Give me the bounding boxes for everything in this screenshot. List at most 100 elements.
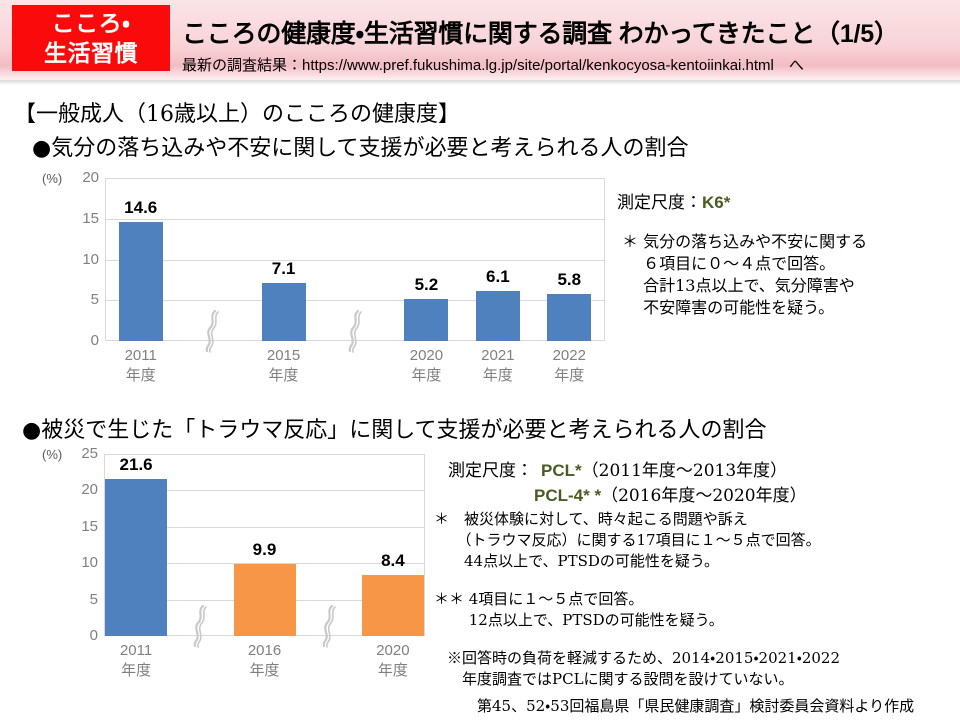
bar-value-2011: 14.6 (124, 198, 158, 217)
chart-k6: (%) 0 5 10 15 20 14.6 7.1 5.2 6.1 5.8 2011 年度 2015… (0, 160, 620, 384)
y-axis-tick-0: 0 (89, 627, 98, 644)
x-tick-suffix: 年度 (249, 662, 280, 679)
chart1-note-line-1: ＊ 気分の落ち込みや不安に関する (622, 232, 868, 251)
x-axis-tick-2011: 2011 年度 (101, 346, 181, 386)
x-axis-tick-2015: 2015 年度 (244, 346, 324, 386)
chart2-note2-line-1: ＊＊ 4項目に１〜５点で回答。 (434, 590, 644, 608)
chart2-footnote-line-2: 年度調査ではPCLに関する設問を設けていない。 (447, 670, 794, 688)
bar-value-2020: 8.4 (381, 550, 405, 570)
source-credit: 第45、52・53回福島県「県民健康調査」検討委員会資料より作成 (477, 697, 915, 715)
bar-value-2011: 21.6 (119, 454, 153, 474)
x-tick-suffix: 年度 (482, 367, 513, 384)
chart2-scale-name-1: PCL* (541, 461, 582, 480)
x-axis-tick-2016: 2016 年度 (225, 641, 305, 681)
y-axis-tick-15: 15 (82, 209, 99, 227)
chart2-heading: ●被災で生じた「トラウマ反応」に関して支援が必要と考えられる人の割合 (22, 418, 767, 443)
y-axis-tick-10: 10 (81, 554, 98, 572)
gridline (104, 527, 425, 528)
chart1-unit-label: (%) (42, 171, 63, 186)
category-badge: こころ・ 生活習慣 (12, 5, 170, 71)
gridline (105, 219, 605, 220)
header-divider (0, 80, 960, 85)
bar-value-2020: 5.2 (414, 274, 439, 294)
chart2-asterisk-note: ※回答時の負荷を軽減するため、2014・2015・2021・2022 年度調査で… (447, 648, 840, 690)
bar-2016 (233, 563, 296, 636)
chart2-scale-years-1: （2011年度〜2013年度） (581, 461, 788, 481)
axis-break-mark-2 (321, 604, 337, 648)
slide-header: こころ・ 生活習慣 こころの健康度・生活習慣に関する調査 わかってきたこと（1/… (0, 0, 960, 84)
gridline (105, 260, 605, 261)
chart1-footnote: ＊ 気分の落ち込みや不安に関する ６項目に０〜４点で回答。 合計13点以上で、気… (622, 231, 867, 319)
x-axis-tick-2020: 2020 年度 (386, 346, 466, 386)
category-badge-line1: こころ・ (51, 10, 131, 36)
bar-2020 (404, 298, 449, 341)
bar-2020 (361, 574, 424, 636)
chart2-note1-line-1: ＊ 被災体験に対して、時々起こる問題や訴え (434, 510, 748, 528)
x-tick-year: 2022 (552, 347, 586, 364)
x-tick-suffix: 年度 (121, 662, 152, 679)
chart1-note-line-3: 合計13点以上で、気分障害や (622, 276, 855, 295)
y-axis-tick-0: 0 (90, 332, 99, 349)
chart2-footnote-1: ＊ 被災体験に対して、時々起こる問題や訴え （トラウマ反応）に関する17項目に１… (434, 509, 821, 572)
x-tick-year: 2020 (409, 347, 444, 364)
bar-2011 (105, 478, 168, 636)
x-tick-year: 2020 (376, 642, 410, 659)
axis-break-mark-1 (192, 604, 208, 648)
chart1-note-line-2: ６項目に０〜４点で回答。 (622, 254, 836, 273)
chart2-unit-label: (%) (42, 447, 63, 462)
y-axis-tick-10: 10 (82, 250, 99, 268)
y-axis-tick-25: 25 (81, 445, 98, 462)
chart2-footnote-line-1: ※回答時の負荷を軽減するため、2014・2015・2021・2022 (447, 649, 840, 667)
gridline (105, 300, 605, 301)
x-tick-suffix: 年度 (411, 367, 442, 384)
category-badge-line2: 生活習慣 (44, 40, 138, 66)
x-tick-year: 2011 (124, 347, 157, 364)
x-tick-year: 2011 (119, 642, 153, 659)
chart2-note1-line-2: （トラウマ反応）に関する17項目に１〜５点で回答。 (434, 531, 821, 549)
x-tick-suffix: 年度 (377, 662, 408, 679)
bar-value-2022: 5.8 (557, 269, 582, 289)
chart1-scale-prefix: 測定尺度： (617, 193, 702, 213)
bar-value-2021: 6.1 (486, 267, 510, 287)
x-tick-suffix: 年度 (125, 367, 156, 384)
x-tick-year: 2015 (266, 347, 301, 364)
chart-pcl: (%) 0 5 10 15 20 25 21.6 9.9 8.4 2011 年度 2016 年度 20… (0, 440, 440, 690)
axis-break-mark-1 (204, 309, 220, 353)
bar-value-2015: 7.1 (271, 259, 296, 279)
chart1-note-line-4: 不安障害の可能性を疑う。 (622, 298, 835, 317)
gridline (104, 563, 425, 564)
source-url-line[interactable]: 最新の調査結果：https://www.pref.fukushima.lg.jp… (182, 57, 804, 74)
chart2-footnote-2: ＊＊ 4項目に１〜５点で回答。 12点以上で、PTSDの可能性を疑う。 (434, 589, 724, 631)
bar-2021 (475, 291, 520, 341)
bar-2015 (261, 283, 306, 341)
main-heading: 【一般成人（16歳以上）のこころの健康度】 (14, 102, 460, 127)
x-axis-tick-2011: 2011 年度 (96, 641, 176, 681)
chart2-scale-name-2: PCL-4* * (534, 486, 602, 505)
y-axis-tick-20: 20 (81, 481, 98, 499)
x-axis-tick-2021: 2021 年度 (458, 346, 538, 386)
x-tick-suffix: 年度 (554, 367, 585, 384)
x-tick-year: 2021 (481, 347, 515, 364)
x-tick-year: 2016 (247, 642, 282, 659)
chart2-scale-label-line2: PCL-4* *（2016年度〜2020年度） (534, 481, 807, 506)
axis-break-mark-2 (347, 309, 363, 353)
chart2-scale-label-line1: 測定尺度： PCL*（2011年度〜2013年度） (448, 456, 787, 481)
chart1-scale-name: K6* (702, 193, 731, 212)
chart2-scale-prefix: 測定尺度： (448, 461, 533, 481)
x-axis-tick-2020: 2020 年度 (353, 641, 433, 681)
chart2-note2-line-2: 12点以上で、PTSDの可能性を疑う。 (434, 611, 724, 629)
chart1-scale-label: 測定尺度：K6* (617, 188, 730, 213)
chart1-heading: ●気分の落ち込みや不安に関して支援が必要と考えられる人の割合 (32, 136, 689, 161)
y-axis-tick-20: 20 (82, 169, 99, 186)
y-axis-tick-5: 5 (90, 291, 99, 309)
bar-2011 (118, 222, 163, 341)
bar-2022 (547, 293, 592, 341)
page-title: こころの健康度・生活習慣に関する調査 わかってきたこと（1/5） (182, 20, 899, 48)
gridline (104, 490, 425, 491)
chart2-note1-line-3: 44点以上で、PTSDの可能性を疑う。 (434, 552, 719, 570)
chart2-scale-years-2: （2016年度〜2020年度） (601, 486, 807, 506)
x-axis-tick-2022: 2022 年度 (529, 346, 609, 386)
bar-value-2016: 9.9 (252, 539, 277, 559)
y-axis-tick-5: 5 (89, 590, 98, 608)
y-axis-tick-15: 15 (81, 517, 98, 535)
